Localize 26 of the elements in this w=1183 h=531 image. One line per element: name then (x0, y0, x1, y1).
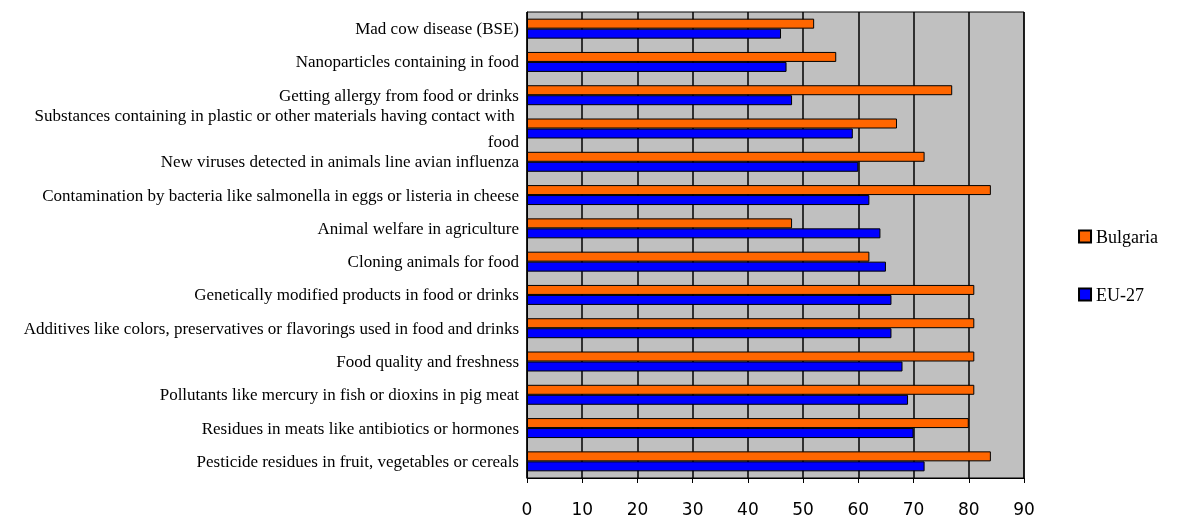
y-tick-label: Nanoparticles containing in food (295, 52, 520, 72)
y-tick-label: Pesticide residues in fruit, vegetables or cereals (196, 451, 519, 471)
x-tick-label: 10 (571, 498, 594, 519)
x-tick-label: 30 (681, 498, 704, 519)
y-tick-label: Food quality and freshness (336, 352, 519, 371)
x-tick-label: 40 (737, 498, 759, 519)
y-tick-label: Animal welfare in agriculture (317, 218, 519, 238)
x-tick-label: 60 (847, 498, 870, 519)
y-tick-label: New viruses detected in animals line avian influenza (160, 152, 520, 172)
y-tick-label: Getting allergy from food or drinks (278, 85, 519, 105)
x-tick-label: 80 (957, 498, 980, 519)
y-tick-label: Additives like colors, preservatives or flavorings used in food and drinks (23, 318, 519, 338)
y-tick-label: Genetically modified products in food or drinks (194, 285, 519, 305)
legend-label: Bulgaria (1096, 226, 1159, 247)
x-tick-label: 20 (626, 498, 649, 519)
x-tick-label: 70 (902, 498, 925, 519)
x-tick-label: 0 (521, 498, 533, 519)
y-tick-label: Pollutants like mercury in fish or dioxins in pig meat (159, 385, 520, 405)
y-tick-label: Mad cow disease (BSE) (355, 19, 519, 39)
x-tick-label: 90 (1013, 498, 1035, 519)
y-tick-label: Cloning animals for food (347, 252, 520, 272)
y-tick-label: Substances containing in plastic or other materials having contact with food (34, 106, 520, 151)
legend-label: EU-27 (1096, 284, 1145, 305)
y-tick-label: Residues in meats like antibiotics or hormones (201, 418, 519, 438)
y-tick-label: Contamination by bacteria like salmonella in eggs or listeria in cheese (42, 185, 519, 205)
x-tick-label: 50 (792, 498, 814, 519)
